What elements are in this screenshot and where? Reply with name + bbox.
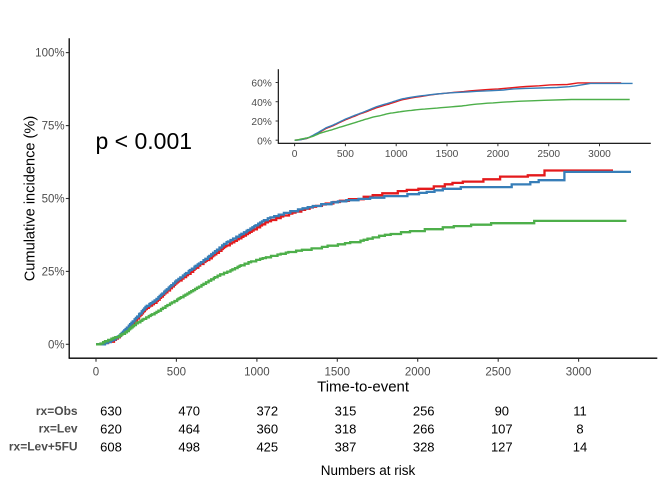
svg-text:2000: 2000 xyxy=(405,367,431,379)
svg-text:500: 500 xyxy=(337,149,354,160)
svg-text:11: 11 xyxy=(573,404,587,419)
svg-text:60%: 60% xyxy=(251,79,271,90)
svg-text:2500: 2500 xyxy=(485,367,511,379)
svg-text:315: 315 xyxy=(335,404,357,419)
svg-text:328: 328 xyxy=(413,439,435,454)
svg-text:25%: 25% xyxy=(42,267,65,279)
svg-text:75%: 75% xyxy=(42,121,65,133)
svg-text:630: 630 xyxy=(100,404,122,419)
svg-text:470: 470 xyxy=(178,404,200,419)
svg-text:107: 107 xyxy=(491,422,513,437)
svg-text:2000: 2000 xyxy=(487,149,510,160)
svg-text:rx=Lev: rx=Lev xyxy=(39,422,78,436)
svg-text:90: 90 xyxy=(495,404,509,419)
svg-text:Numbers at risk: Numbers at risk xyxy=(321,463,416,478)
svg-text:20%: 20% xyxy=(251,117,271,128)
svg-text:2500: 2500 xyxy=(537,149,560,160)
svg-text:127: 127 xyxy=(491,439,513,454)
svg-text:0: 0 xyxy=(292,149,298,160)
svg-text:rx=Obs: rx=Obs xyxy=(36,404,78,418)
svg-text:p < 0.001: p < 0.001 xyxy=(96,128,193,154)
svg-text:256: 256 xyxy=(413,404,435,419)
svg-text:1500: 1500 xyxy=(436,149,459,160)
svg-text:372: 372 xyxy=(256,404,278,419)
svg-text:620: 620 xyxy=(100,422,122,437)
svg-text:0: 0 xyxy=(93,367,99,379)
svg-text:498: 498 xyxy=(178,439,200,454)
svg-text:rx=Lev+5FU: rx=Lev+5FU xyxy=(9,440,78,454)
svg-text:360: 360 xyxy=(256,422,278,437)
svg-text:0%: 0% xyxy=(48,339,65,351)
svg-text:50%: 50% xyxy=(42,194,65,206)
svg-text:500: 500 xyxy=(167,367,186,379)
svg-text:3000: 3000 xyxy=(566,367,592,379)
svg-text:8: 8 xyxy=(576,422,583,437)
svg-text:318: 318 xyxy=(335,422,357,437)
svg-text:1000: 1000 xyxy=(244,367,270,379)
svg-text:1000: 1000 xyxy=(385,149,408,160)
svg-text:608: 608 xyxy=(100,439,122,454)
svg-text:0%: 0% xyxy=(257,136,272,147)
svg-text:1500: 1500 xyxy=(325,367,351,379)
svg-text:14: 14 xyxy=(573,439,587,454)
svg-text:464: 464 xyxy=(178,422,200,437)
svg-text:387: 387 xyxy=(335,439,357,454)
svg-text:40%: 40% xyxy=(251,98,271,109)
svg-text:425: 425 xyxy=(256,439,278,454)
svg-text:Time-to-event: Time-to-event xyxy=(317,379,410,396)
svg-text:Cumulative incidence (%): Cumulative incidence (%) xyxy=(23,116,39,281)
svg-text:3000: 3000 xyxy=(588,149,611,160)
svg-text:100%: 100% xyxy=(35,48,64,60)
svg-text:266: 266 xyxy=(413,422,435,437)
